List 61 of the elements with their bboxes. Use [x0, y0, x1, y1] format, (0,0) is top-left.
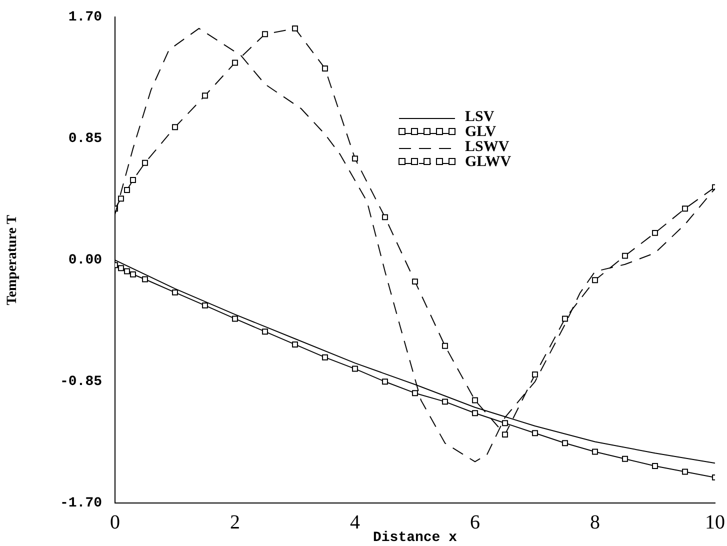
point [532, 372, 538, 378]
point [118, 196, 124, 202]
point [352, 366, 358, 372]
point [202, 92, 208, 99]
point [682, 468, 688, 475]
point [262, 328, 268, 335]
point [124, 268, 130, 274]
point [442, 398, 448, 405]
legend-label: LSV [465, 108, 494, 125]
point [652, 463, 658, 469]
point [622, 252, 628, 259]
point [322, 354, 328, 360]
point [172, 124, 178, 130]
point [292, 25, 298, 32]
point [502, 420, 508, 426]
y-axis-title: Temperature T [5, 214, 20, 306]
y-tick-label: -1.70 [60, 496, 102, 512]
point [592, 448, 598, 455]
point [472, 410, 478, 416]
point [232, 316, 238, 322]
x-tick-label: 8 [590, 511, 600, 534]
point [532, 430, 538, 436]
legend-label: LSWV [465, 138, 510, 155]
point [382, 214, 388, 220]
point [322, 66, 328, 72]
y-tick-label: 0.85 [68, 131, 102, 148]
point [172, 289, 178, 296]
x-axis-title: Distance x [372, 530, 458, 546]
point [562, 316, 568, 322]
point [622, 456, 628, 462]
point [202, 302, 208, 308]
point [652, 230, 658, 236]
point [412, 390, 418, 396]
y-tick-label: 0.00 [68, 252, 102, 269]
point [502, 432, 508, 438]
point [142, 160, 148, 166]
point [382, 378, 388, 385]
point [124, 187, 130, 194]
x-tick-label: 2 [230, 511, 240, 534]
legend-label: GLV [465, 124, 496, 140]
point [472, 397, 478, 404]
y-tick-label: -0.85 [60, 374, 102, 390]
point [352, 156, 358, 162]
point [562, 440, 568, 446]
point [442, 342, 448, 349]
x-tick-label: 10 [705, 511, 725, 534]
x-tick-label: 0 [110, 511, 120, 534]
point [292, 341, 298, 348]
point [142, 276, 148, 282]
x-tick-label: 6 [470, 511, 480, 534]
x-tick-label: 4 [350, 511, 360, 534]
point [118, 265, 124, 272]
point [130, 177, 136, 183]
point [412, 278, 418, 285]
point [262, 31, 268, 38]
legend-label: GLWV [465, 154, 512, 170]
point [682, 206, 688, 212]
point [130, 271, 136, 278]
point [592, 277, 598, 284]
point [232, 60, 238, 66]
y-tick-label: 1.70 [68, 10, 102, 26]
